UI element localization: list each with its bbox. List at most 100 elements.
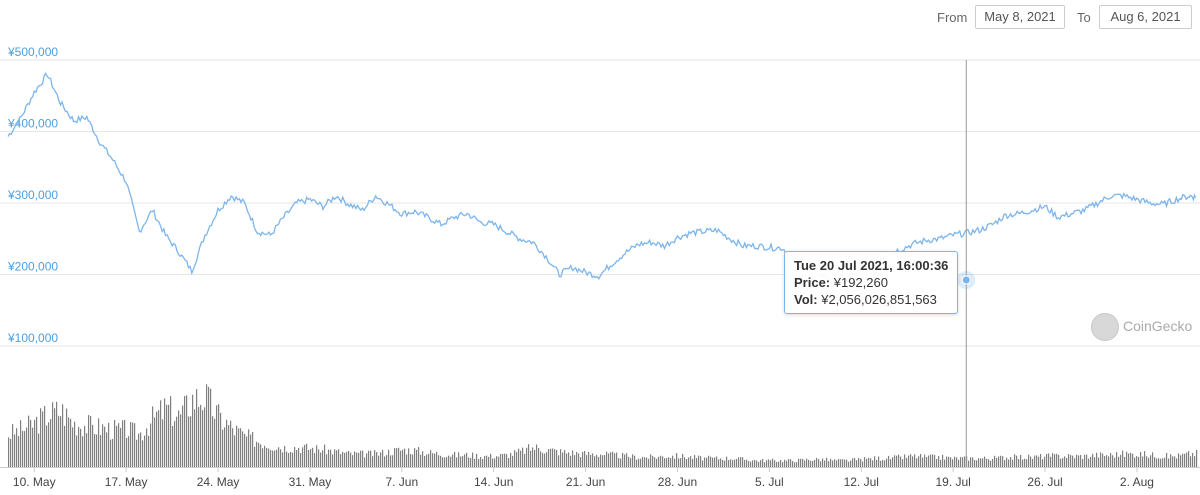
volume-bar — [906, 457, 908, 467]
x-tick-label: 28. Jun — [658, 475, 697, 489]
volume-bar — [262, 448, 264, 467]
volume-bar — [694, 455, 696, 467]
volume-bar — [908, 455, 910, 467]
y-axis-labels: ¥100,000 ¥200,000 ¥300,000 ¥400,000 ¥500,000 — [7, 45, 58, 345]
volume-bar — [852, 458, 854, 467]
volume-bar — [528, 444, 530, 467]
volume-bar — [16, 428, 18, 467]
volume-bar — [1050, 456, 1052, 467]
volume-bar — [874, 456, 876, 467]
volume-bar — [1052, 453, 1054, 467]
volume-bar — [472, 452, 474, 467]
volume-bar — [974, 460, 976, 467]
volume-bar — [1128, 453, 1130, 467]
volume-bar — [1114, 457, 1116, 467]
volume-bar — [486, 455, 488, 467]
volume-bar — [64, 425, 66, 467]
volume-bar — [140, 432, 142, 467]
volume-bar — [530, 450, 532, 467]
volume-bar — [26, 427, 28, 467]
volume-bar — [990, 460, 992, 467]
volume-bar — [90, 416, 92, 467]
volume-bar — [836, 460, 838, 467]
volume-bar — [860, 459, 862, 467]
volume-bar — [1100, 452, 1102, 467]
volume-bar — [70, 418, 72, 467]
volume-bar — [854, 458, 856, 467]
volume-bar — [962, 457, 964, 467]
volume-bar — [1014, 454, 1016, 467]
volume-bar — [678, 458, 680, 467]
volume-bar — [788, 458, 790, 467]
volume-bar — [1108, 456, 1110, 467]
volume-bar — [730, 459, 732, 467]
volume-bar — [1000, 455, 1002, 467]
volume-bar — [1196, 449, 1198, 467]
volume-bar — [680, 458, 682, 467]
volume-bar — [380, 452, 382, 467]
volume-bar — [592, 453, 594, 467]
volume-bar — [86, 433, 88, 467]
volume-bar — [58, 415, 60, 467]
volume-bar — [276, 449, 278, 467]
volume-bar — [618, 458, 620, 467]
volume-bar — [982, 458, 984, 467]
volume-bar — [422, 451, 424, 467]
volume-bar — [116, 425, 118, 467]
volume-bar — [368, 450, 370, 467]
x-tick-label: 12. Jul — [844, 475, 879, 489]
volume-bar — [128, 436, 130, 467]
volume-bar — [364, 457, 366, 467]
volume-bar — [520, 450, 522, 467]
volume-bar — [1056, 453, 1058, 467]
volume-bar — [912, 456, 914, 467]
volume-bar — [622, 452, 624, 467]
volume-bar — [878, 456, 880, 467]
volume-bar — [616, 452, 618, 467]
volume-bar — [554, 449, 556, 467]
volume-bar — [914, 454, 916, 467]
volume-bar — [46, 425, 48, 467]
volume-bar — [830, 458, 832, 467]
from-date-input[interactable]: May 8, 2021 — [975, 5, 1065, 29]
volume-bar — [408, 448, 410, 467]
volume-bar — [464, 454, 466, 467]
volume-bar — [450, 456, 452, 467]
volume-bar — [866, 458, 868, 467]
hover-point — [961, 275, 971, 285]
volume-bar — [656, 458, 658, 467]
volume-bar — [200, 404, 202, 467]
x-axis-labels: 10. May 17. May 24. May 31. May 7. Jun 14. Ju… — [13, 467, 1154, 489]
volume-bar — [732, 460, 734, 467]
to-date-input[interactable]: Aug 6, 2021 — [1099, 5, 1192, 29]
volume-bar — [470, 458, 472, 467]
volume-bar — [142, 440, 144, 467]
volume-bar — [258, 442, 260, 467]
volume-bar — [40, 408, 42, 467]
volume-bar — [1104, 456, 1106, 467]
volume-bar — [440, 455, 442, 467]
volume-bar — [446, 457, 448, 467]
volume-bar — [634, 455, 636, 467]
volume-bar — [418, 447, 420, 467]
volume-bar — [950, 457, 952, 467]
volume-bar — [122, 420, 124, 467]
volume-bar — [856, 460, 858, 467]
volume-bar — [10, 438, 12, 467]
volume-bar — [188, 416, 190, 467]
volume-bar — [1068, 454, 1070, 467]
volume-bar — [60, 416, 62, 467]
volume-bar — [224, 427, 226, 467]
volume-bar — [886, 458, 888, 467]
volume-bar — [434, 453, 436, 467]
volume-bar — [664, 458, 666, 467]
volume-bar — [560, 449, 562, 467]
x-tick-label: 17. May — [105, 475, 148, 489]
volume-bar — [724, 460, 726, 467]
volume-bar — [742, 457, 744, 467]
volume-bar — [1026, 459, 1028, 467]
volume-bar — [1144, 451, 1146, 467]
volume-bar — [302, 447, 304, 467]
volume-bar — [696, 458, 698, 467]
